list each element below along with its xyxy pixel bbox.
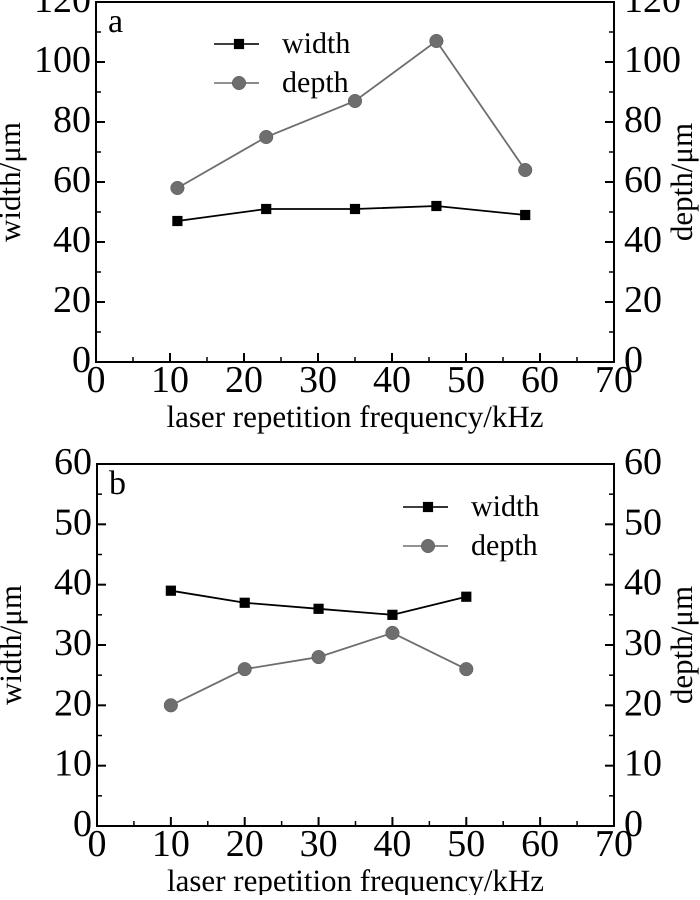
svg-text:60: 60 <box>521 359 559 401</box>
svg-text:0: 0 <box>73 803 92 845</box>
svg-text:a: a <box>108 3 123 40</box>
svg-text:100: 100 <box>624 39 681 81</box>
svg-text:30: 30 <box>54 622 92 664</box>
svg-text:20: 20 <box>53 279 91 321</box>
svg-text:60: 60 <box>624 441 662 483</box>
svg-text:20: 20 <box>624 279 662 321</box>
svg-text:width: width <box>282 27 350 60</box>
svg-text:60: 60 <box>521 823 559 865</box>
svg-text:100: 100 <box>34 39 91 81</box>
svg-text:40: 40 <box>373 359 411 401</box>
svg-text:20: 20 <box>226 823 264 865</box>
svg-text:0: 0 <box>72 339 91 381</box>
svg-text:60: 60 <box>54 441 92 483</box>
svg-text:10: 10 <box>54 743 92 785</box>
svg-text:50: 50 <box>447 823 485 865</box>
svg-text:60: 60 <box>624 159 662 201</box>
svg-text:10: 10 <box>152 823 190 865</box>
svg-text:40: 40 <box>53 219 91 261</box>
svg-text:width: width <box>471 490 539 523</box>
svg-text:b: b <box>109 465 126 502</box>
svg-text:50: 50 <box>447 359 485 401</box>
svg-text:0: 0 <box>624 339 643 381</box>
svg-text:50: 50 <box>54 501 92 543</box>
svg-text:depth/μm: depth/μm <box>664 123 699 241</box>
svg-text:40: 40 <box>624 562 662 604</box>
svg-text:laser repetition frequency/kHz: laser repetition frequency/kHz <box>167 863 544 895</box>
svg-text:30: 30 <box>624 622 662 664</box>
svg-text:10: 10 <box>151 359 189 401</box>
svg-text:laser repetition frequency/kHz: laser repetition frequency/kHz <box>167 399 544 434</box>
svg-text:80: 80 <box>624 99 662 141</box>
svg-text:40: 40 <box>373 823 411 865</box>
svg-text:20: 20 <box>54 682 92 724</box>
svg-text:30: 30 <box>300 823 338 865</box>
svg-text:depth: depth <box>471 529 538 562</box>
svg-text:depth: depth <box>282 66 349 99</box>
svg-text:10: 10 <box>624 743 662 785</box>
svg-text:120: 120 <box>624 0 681 21</box>
svg-text:width/μm: width/μm <box>0 122 27 242</box>
svg-text:20: 20 <box>225 359 263 401</box>
svg-text:20: 20 <box>624 682 662 724</box>
svg-text:0: 0 <box>624 803 643 845</box>
svg-text:30: 30 <box>299 359 337 401</box>
svg-text:80: 80 <box>53 99 91 141</box>
svg-text:120: 120 <box>34 0 91 21</box>
svg-text:depth/μm: depth/μm <box>664 586 699 704</box>
svg-text:40: 40 <box>54 562 92 604</box>
svg-text:50: 50 <box>624 501 662 543</box>
svg-text:40: 40 <box>624 219 662 261</box>
svg-text:width/μm: width/μm <box>0 585 28 705</box>
svg-text:60: 60 <box>53 159 91 201</box>
